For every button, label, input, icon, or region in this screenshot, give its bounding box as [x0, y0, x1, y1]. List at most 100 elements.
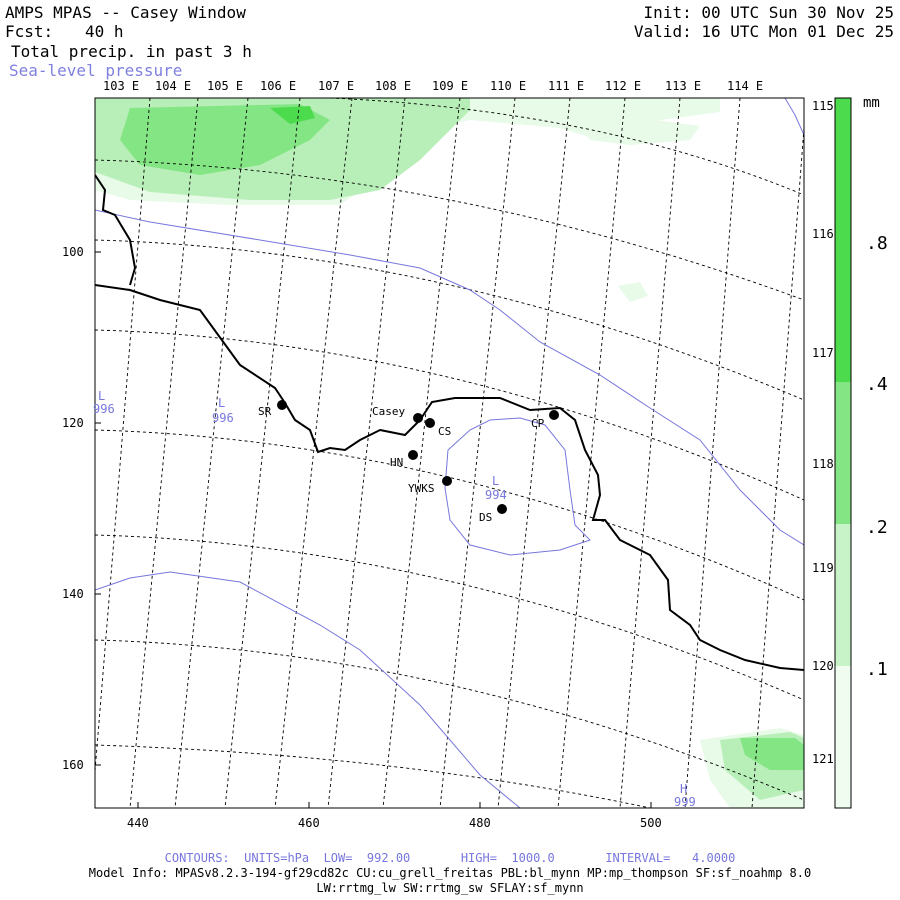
forecast-label: Fcst: — [5, 22, 54, 41]
lon-label: 113 E — [665, 79, 701, 93]
meridian-108 — [327, 98, 406, 808]
x-tick-label: 500 — [640, 816, 662, 830]
lon-label: 106 E — [260, 79, 296, 93]
colorbar-frame — [834, 97, 852, 809]
pressure-value-high-southeast: 999 — [674, 795, 696, 809]
forecast-hours: 40 h — [85, 22, 124, 41]
pressure-letter-low-west: L — [218, 396, 225, 410]
valid-time: Valid: 16 UTC Mon 01 Dec 25 — [633, 22, 894, 41]
top-lon-labels: 103 E 104 E 105 E 106 E 107 E 108 E 109 … — [103, 79, 763, 93]
precip-area-mid-light — [618, 282, 648, 302]
pressure-letter-high-southeast: H — [680, 782, 687, 796]
field-primary: Total precip. in past 3 h — [11, 42, 252, 61]
colorbar-unit: mm — [863, 95, 880, 111]
colorbar-segment-strong — [835, 382, 851, 524]
precip-area-east-light — [580, 118, 700, 145]
pressure-labels: L 996 L 996 L 994 H 999 — [93, 389, 696, 809]
meridian-111 — [497, 98, 571, 808]
x-tick-label: 460 — [298, 816, 320, 830]
lon-label: 103 E — [103, 79, 139, 93]
pressure-letter-low-west-edge: L — [98, 389, 105, 403]
station-marker-cs[interactable] — [425, 418, 435, 428]
model-title: AMPS MPAS -- Casey Window — [5, 3, 246, 22]
coastline-west-inlet — [95, 174, 137, 286]
meridian-113 — [619, 98, 681, 808]
precip-shading — [95, 98, 804, 808]
meridian-106 — [224, 98, 301, 808]
y-tick-label: 120 — [62, 416, 84, 430]
station-marker-ds[interactable] — [497, 504, 507, 514]
model-info-line-2: LW:rrtmg_lw SW:rrtmg_sw SFLAY:sf_mynn — [316, 881, 584, 895]
colorbar-segment-light — [835, 666, 851, 808]
meridian-114 — [684, 98, 741, 808]
lon-label: 105 E — [207, 79, 243, 93]
lon-label: 104 E — [155, 79, 191, 93]
contour-east-edge — [784, 98, 804, 136]
model-info-line-1: Model Info: MPASv8.2.3-194-gf29cd82c CU:… — [88, 866, 812, 880]
field-secondary: Sea-level pressure — [9, 61, 183, 80]
y-tick-label: 100 — [62, 245, 84, 259]
station-label-ywks: YWKS — [408, 482, 435, 495]
meridian-107 — [274, 98, 353, 808]
x-tick-label: 480 — [469, 816, 491, 830]
y-tick-label: 160 — [62, 758, 84, 772]
colorbar-segment-mid — [835, 524, 851, 666]
meridian-115 — [751, 127, 804, 808]
contour-info: CONTOURS: UNITS=hPa LOW= 992.00 HIGH= 10… — [164, 851, 736, 865]
station-label-cs: CS — [438, 425, 451, 438]
colorbar-segment-max — [835, 98, 851, 382]
station-marker-ywks[interactable] — [442, 476, 452, 486]
meridian-105 — [174, 98, 249, 808]
meridian-110 — [439, 98, 516, 808]
meridian-112 — [557, 98, 626, 808]
precip-area-north-strong — [120, 104, 330, 175]
map-frame — [94, 97, 805, 809]
station-label-casey: Casey — [372, 405, 405, 418]
init-time: Init: 00 UTC Sun 30 Nov 25 — [643, 3, 894, 22]
lon-label: 111 E — [548, 79, 584, 93]
x-tick-label: 440 — [127, 816, 149, 830]
colorbar-label: .4 — [866, 374, 888, 395]
station-label-hn: HN — [390, 456, 403, 469]
station-label-sr: SR — [258, 405, 272, 418]
lon-label: 110 E — [490, 79, 526, 93]
station-label-ds: DS — [479, 511, 492, 524]
parallel-1 — [95, 159, 804, 301]
lon-label: 112 E — [605, 79, 641, 93]
pressure-contours — [95, 98, 804, 808]
pressure-value-low-west: 996 — [212, 411, 234, 425]
parallel-4 — [95, 429, 804, 601]
forecast-map: 103 E 104 E 105 E 106 E 107 E 108 E 109 … — [62, 79, 888, 830]
colorbar-label: .8 — [866, 233, 888, 254]
station-marker-sr[interactable] — [277, 400, 287, 410]
stations: SR Casey CS CP HN YWKS DS — [258, 400, 559, 524]
lon-label: 107 E — [318, 79, 354, 93]
parallel-3 — [95, 329, 804, 501]
meridian-109 — [382, 98, 461, 808]
station-marker-cp[interactable] — [549, 410, 559, 420]
contour-996-south — [95, 571, 521, 808]
coastline — [95, 174, 804, 671]
station-label-cp: CP — [531, 417, 545, 430]
parallel-0 — [329, 98, 804, 196]
pressure-value-low-center: 994 — [485, 488, 507, 502]
y-axis-ticks: 100 120 140 160 — [62, 245, 101, 772]
lon-label: 114 E — [727, 79, 763, 93]
station-marker-casey[interactable] — [413, 413, 423, 423]
lon-label: 108 E — [375, 79, 411, 93]
graticule — [95, 98, 804, 808]
colorbar-label: .1 — [866, 659, 888, 680]
colorbar-label: .2 — [866, 517, 888, 538]
parallel-7 — [95, 744, 651, 808]
contour-996-north — [95, 209, 804, 546]
precip-colorbar: mm .8 .4 .2 .1 — [834, 95, 888, 809]
meridian-104 — [129, 98, 199, 808]
parallel-5 — [95, 534, 804, 701]
contour-994-low — [444, 417, 591, 556]
x-axis-ticks: 440 460 480 500 — [127, 802, 662, 830]
lon-label: 109 E — [432, 79, 468, 93]
precip-area-north-max — [270, 106, 315, 124]
station-marker-hn[interactable] — [408, 450, 418, 460]
y-tick-label: 140 — [62, 587, 84, 601]
precip-area-southeast-strong — [740, 738, 804, 770]
